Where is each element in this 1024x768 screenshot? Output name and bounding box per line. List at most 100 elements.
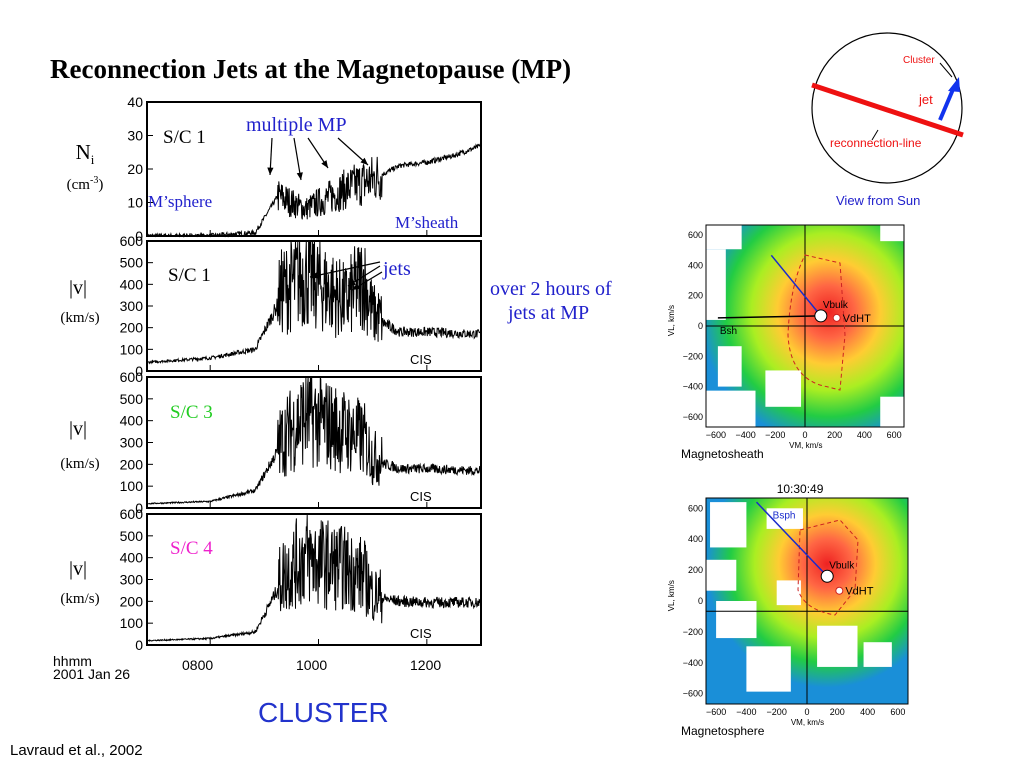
cis-label-4: CIS [410, 626, 432, 641]
velocity-unit-4: (km/s) [60, 591, 100, 607]
vdf-xtick-label: 200 [827, 430, 842, 440]
page-title: Reconnection Jets at the Magnetopause (M… [50, 54, 572, 84]
vdf-xlabel: VM, km/s [791, 718, 824, 727]
ytick-label: 600 [120, 369, 144, 385]
jet-arrowhead [348, 279, 356, 286]
vdht-marker [832, 313, 841, 322]
ytick-label: 400 [120, 413, 144, 429]
vdf-empty-cell [706, 390, 756, 427]
vdf-xtick-label: 400 [860, 707, 875, 717]
vdf-empty-cell [776, 580, 801, 606]
vdf-region-label: Magnetosheath [681, 447, 764, 461]
vdf-ylabel: VL, km/s [667, 305, 676, 336]
vdf-region-label: Magnetosphere [681, 724, 765, 738]
cluster-schematic-label: Cluster [903, 55, 935, 66]
vdf-ylabel: VL, km/s [667, 580, 676, 611]
vdf-empty-cell [880, 225, 904, 242]
vdht-label: VdHT [845, 586, 873, 598]
vdf-time-label: 10:30:49 [777, 482, 824, 496]
vdf-ytick-label: −200 [683, 627, 703, 637]
vbulk-marker [820, 569, 834, 583]
ytick-label: 400 [120, 550, 144, 566]
vdht-marker [835, 586, 844, 595]
ytick-label: 10 [127, 195, 143, 211]
mp-arrowhead [296, 172, 303, 180]
ytick-label: 600 [120, 506, 144, 522]
ytick-label: 400 [120, 276, 144, 292]
sc3-velocity-label: S/C 3 [170, 402, 213, 423]
jet-arrow [938, 86, 956, 121]
vdf-ytick-label: 600 [688, 230, 703, 240]
vdf-empty-cell [817, 625, 858, 667]
vdf-empty-cell [710, 502, 747, 548]
vdf-xtick-label: 200 [830, 707, 845, 717]
xtick-1000: 1000 [296, 657, 328, 673]
vdf-empty-cell [706, 559, 737, 591]
density-quantity-label: Ni [75, 140, 95, 168]
vdf-empty-cell [766, 508, 803, 529]
velocity-unit-1: (km/s) [60, 310, 100, 326]
vdf-xtick-label: 400 [857, 430, 872, 440]
time-axis-label: hhmm [53, 653, 92, 669]
jet-arrowhead [948, 77, 960, 92]
vdf-xlabel: VM, km/s [789, 441, 822, 450]
vdf-empty-cell [765, 370, 802, 407]
sc1-density-label: S/C 1 [163, 127, 206, 148]
vdf-xtick-label: −200 [765, 430, 785, 440]
ytick-label: 500 [120, 528, 144, 544]
vdf-ytick-label: 400 [688, 260, 703, 270]
vdf-magnetosphere: −600 −400 −200 0 200 400 600 600 400 200 0 −200 −400… [667, 482, 909, 738]
ytick-label: 30 [127, 128, 143, 144]
vdf-empty-cell [716, 601, 757, 639]
vdf-ytick-label: 400 [688, 534, 703, 544]
mp-arrowhead [267, 167, 274, 175]
msphere-annotation: M’sphere [148, 192, 213, 211]
vdf-empty-cell [706, 225, 742, 250]
xtick-1200: 1200 [410, 657, 442, 673]
citation: Lavraud et al., 2002 [10, 742, 143, 759]
vdf-dashed-boundary [797, 519, 859, 616]
vdf-xtick-label: 600 [890, 707, 905, 717]
ytick-label: 500 [120, 391, 144, 407]
series-line-4 [146, 514, 482, 643]
vdf-ytick-label: 200 [688, 565, 703, 575]
jet-arrowhead [310, 272, 318, 279]
reconnection-line-label: reconnection-line [830, 136, 922, 150]
velocity-label-4: |v| [68, 558, 87, 580]
jets-annotation: jets [383, 258, 411, 280]
vdf-ytick-label: 600 [688, 503, 703, 513]
density-unit-label: (cm-3) [66, 175, 104, 193]
vdf-ytick-label: −600 [683, 689, 703, 699]
vdf-xtick-label: −400 [735, 430, 755, 440]
vdf-dashed-boundary [787, 254, 846, 391]
vdf-empty-cell [863, 642, 892, 667]
vdf-empty-cell [746, 646, 791, 692]
vdf-xtick-label: −600 [706, 430, 726, 440]
ytick-label: 200 [120, 593, 144, 609]
multiple-mp-annotation: multiple MP [246, 114, 347, 136]
cluster-pointer [939, 62, 953, 78]
vdf-ytick-label: −200 [683, 351, 703, 361]
line-pointer [871, 129, 879, 141]
vdf-xtick-label: −200 [767, 707, 787, 717]
vdf-ytick-label: −600 [683, 412, 703, 422]
jet-arrow [309, 261, 381, 278]
b-field-vector [717, 315, 821, 319]
ytick-label: 300 [120, 435, 144, 451]
ytick-label: 40 [127, 94, 143, 110]
velocity-label-3: |v| [68, 418, 87, 440]
ytick-label: 200 [120, 456, 144, 472]
vbulk-label: Vbulk [829, 560, 855, 571]
msheath-annotation: M’sheath [395, 213, 459, 232]
vdf-empty-cell [717, 346, 742, 387]
cis-label-3: CIS [410, 489, 432, 504]
vdf-xtick-label: 0 [804, 707, 809, 717]
series-line-3 [146, 376, 482, 505]
normal-vector [770, 254, 822, 317]
b-field-label: Bsph [773, 511, 796, 522]
jet-arrowhead [352, 283, 360, 290]
ytick-label: 0 [135, 228, 143, 244]
ytick-label: 100 [120, 341, 144, 357]
vdf-xtick-label: −600 [706, 707, 726, 717]
